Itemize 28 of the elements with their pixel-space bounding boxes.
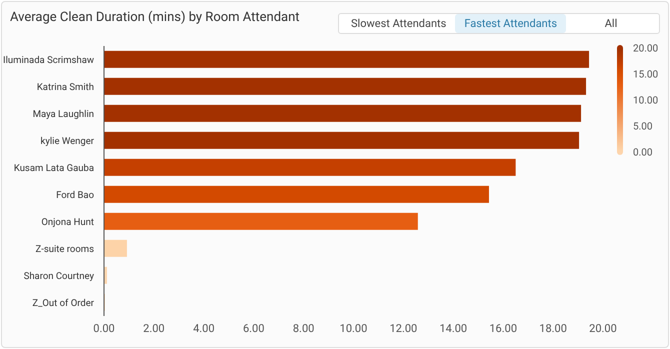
x-tick-label: 14.00	[439, 322, 468, 335]
y-tick-label: Ford Bao	[56, 190, 94, 201]
view-toggle: Slowest Attendants Fastest Attendants All	[338, 13, 660, 34]
y-tick-label: Sharon Courtney	[24, 270, 94, 282]
x-tick-label: 0.00	[93, 322, 115, 335]
x-tick-label: 8.00	[292, 322, 314, 335]
x-tick-label: 20.00	[589, 322, 617, 335]
y-tick-label: Maya Laughlin	[32, 108, 94, 120]
color-bar-label: 15.00	[633, 70, 658, 80]
y-tick-label: Z-suite rooms	[36, 244, 94, 255]
y-tick-label: kylie Wenger	[40, 136, 95, 147]
color-bar-label: 5.00	[633, 122, 653, 132]
color-bar-label: 10.00	[633, 96, 658, 106]
x-tick-label: 16.00	[489, 322, 518, 335]
y-tick-label: Katrina Smith	[36, 82, 94, 93]
y-tick-label: Z_Out of Order	[32, 298, 95, 309]
x-tick-label: 4.00	[193, 322, 215, 335]
chart-title: Average Clean Duration (mins) by Room Attendant	[10, 10, 300, 25]
x-tick-label: 6.00	[242, 322, 264, 335]
y-tick-label: Iluminada Scrimshaw	[3, 54, 94, 66]
y-tick-label: Onjona Hunt	[41, 216, 94, 228]
color-bar-label: 20.00	[633, 44, 658, 54]
x-tick-label: 12.00	[390, 322, 418, 335]
x-tick-label: 2.00	[143, 322, 165, 335]
y-tick-label: Kusam Lata Gauba	[14, 162, 94, 174]
x-tick-label: 10.00	[340, 322, 368, 335]
x-tick-label: 18.00	[539, 322, 567, 335]
color-bar-label: 0.00	[633, 148, 653, 158]
